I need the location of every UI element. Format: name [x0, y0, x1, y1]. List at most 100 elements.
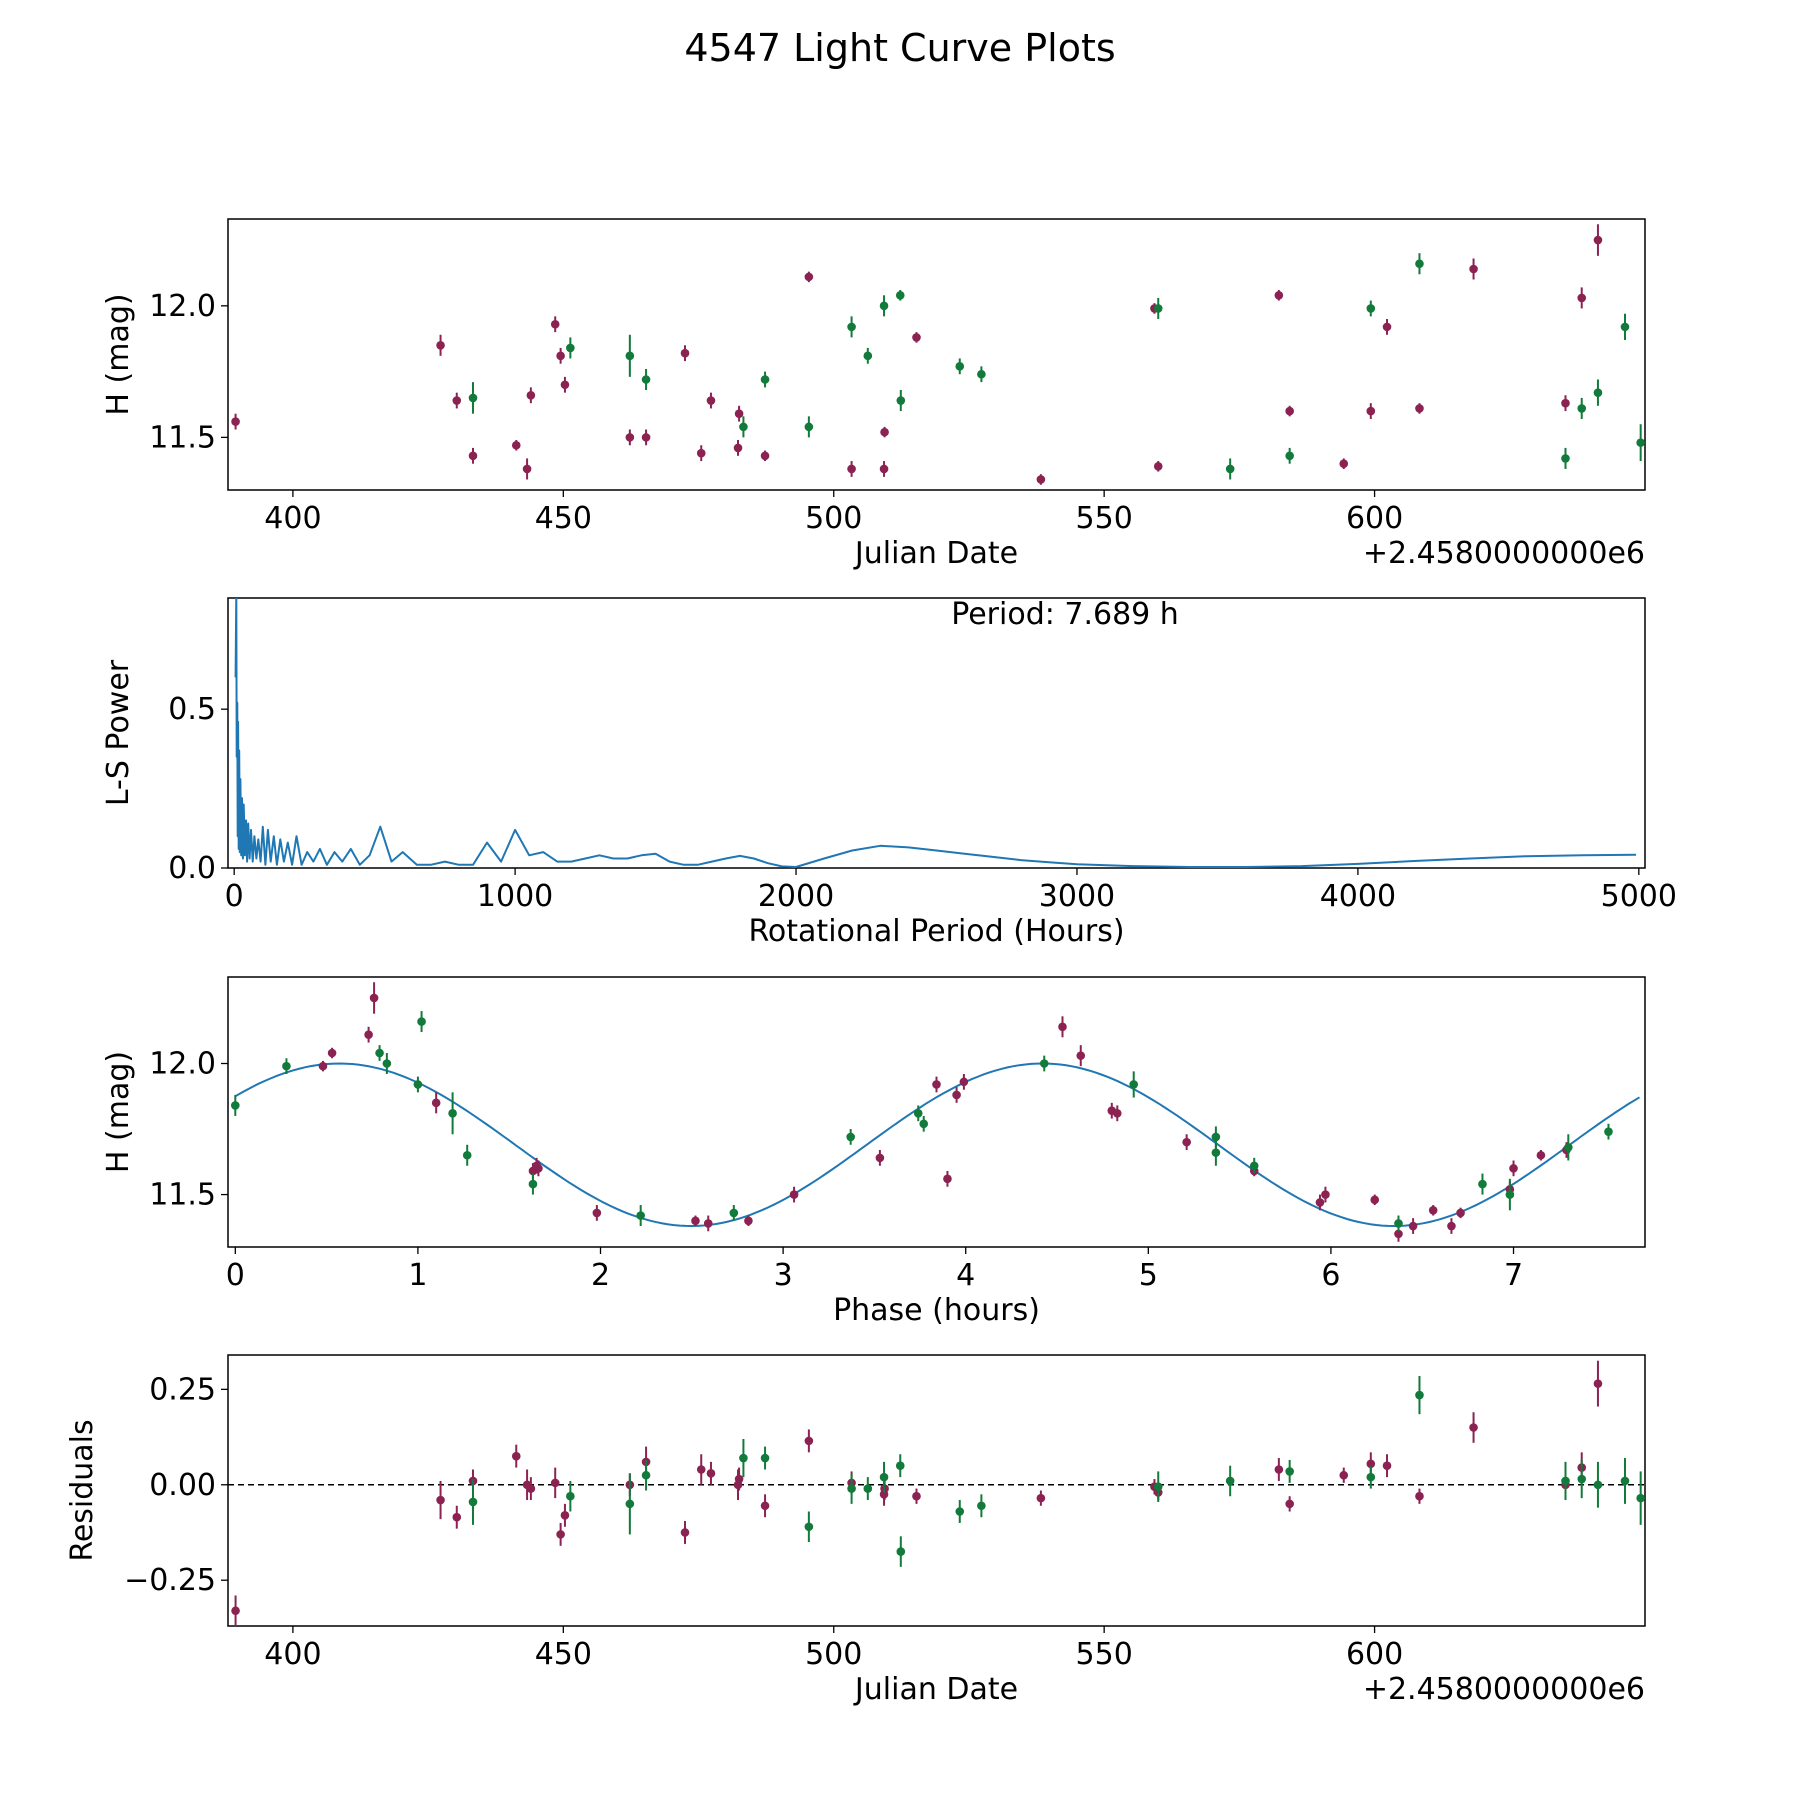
residuals-point-A	[1415, 1488, 1424, 1504]
phased-point-B	[913, 1105, 923, 1122]
phased-marker	[1315, 1198, 1325, 1207]
lightcurve-panel: 400 450 500 550 600 11.5 12.0 Julian Date H (mag…	[101, 218, 1646, 571]
phased-marker	[729, 1208, 739, 1218]
residuals-point-A	[706, 1461, 716, 1485]
phased-marker	[231, 1101, 240, 1110]
lightcurve-marker	[895, 291, 905, 300]
lightcurve-point-B	[955, 358, 965, 375]
lightcurve-point-A	[522, 458, 532, 480]
phased-point-A	[744, 1215, 753, 1227]
phased-marker	[375, 1048, 384, 1058]
lightcurve-marker	[863, 351, 873, 361]
residuals-marker	[1153, 1482, 1163, 1491]
phased-xtick-label: 1	[408, 1258, 427, 1293]
periodogram-ytick-label: 0.5	[168, 692, 216, 727]
residuals-plot-area	[228, 1360, 1645, 1626]
phased-point-B	[1211, 1139, 1221, 1166]
lightcurve-marker	[804, 272, 814, 282]
phased-xtick-label: 5	[1139, 1258, 1158, 1293]
lightcurve-marker	[696, 448, 706, 458]
phased-marker	[744, 1216, 753, 1226]
residuals-marker	[1636, 1493, 1645, 1503]
phased-point-A	[1536, 1150, 1546, 1161]
phased-point-B	[417, 1011, 426, 1033]
phased-point-A	[318, 1060, 328, 1072]
lightcurve-marker	[560, 380, 570, 390]
lightcurve-ytick-label: 12.0	[149, 289, 216, 324]
periodogram-xtick-label: 1000	[477, 879, 553, 914]
residuals-marker	[511, 1451, 521, 1461]
phased-marker	[943, 1174, 952, 1184]
phased-point-B	[1129, 1071, 1139, 1098]
residuals-marker	[1366, 1459, 1376, 1469]
phased-marker	[875, 1153, 885, 1163]
lightcurve-point-B	[879, 295, 889, 317]
lightcurve-point-A	[804, 271, 814, 283]
phased-ytick-label: 11.5	[149, 1178, 216, 1213]
residuals-point-B	[955, 1500, 965, 1523]
lightcurve-marker	[733, 443, 743, 453]
residuals-point-B	[804, 1511, 814, 1543]
residuals-point-A	[1285, 1496, 1294, 1512]
phased-point-A	[592, 1205, 602, 1221]
lightcurve-marker	[847, 322, 856, 332]
phased-point-A	[1456, 1207, 1465, 1219]
lightcurve-point-A	[1593, 224, 1603, 256]
residuals-marker	[1561, 1476, 1570, 1486]
phased-point-B	[231, 1094, 240, 1116]
periodogram-xtick-label: 4000	[1320, 879, 1396, 914]
phased-point-B	[636, 1205, 645, 1227]
phased-marker	[1505, 1190, 1515, 1199]
lightcurve-point-A	[1339, 458, 1349, 469]
residuals-marker	[912, 1491, 921, 1501]
residuals-point-A	[696, 1454, 706, 1485]
phased-point-A	[1370, 1194, 1380, 1206]
residuals-point-A	[436, 1480, 445, 1520]
phased-point-A	[1058, 1016, 1067, 1038]
residuals-point-B	[977, 1494, 986, 1518]
lightcurve-point-B	[1593, 379, 1603, 406]
residuals-ytick-label: 0.00	[149, 1468, 216, 1503]
phased-marker	[913, 1109, 923, 1118]
periodogram-frame	[227, 597, 1646, 869]
periodogram-xtick-label: 2000	[758, 879, 834, 914]
residuals-point-B	[1593, 1461, 1603, 1508]
lightcurve-marker	[1382, 322, 1392, 332]
residuals-xtick-label: 400	[264, 1637, 321, 1672]
figure-title: 4547 Light Curve Plots	[684, 26, 1116, 70]
residuals-ytick-label: −0.25	[124, 1563, 216, 1598]
residuals-point-A	[556, 1522, 565, 1546]
phased-point-B	[282, 1058, 291, 1074]
residuals-point-B	[468, 1479, 478, 1525]
lightcurve-marker	[1366, 406, 1376, 416]
lightcurve-point-B	[1620, 313, 1630, 341]
residuals-marker	[680, 1528, 690, 1537]
residuals-marker	[739, 1453, 748, 1463]
lightcurve-point-B	[625, 334, 635, 377]
lightcurve-marker	[1561, 454, 1570, 463]
residuals-point-B	[1225, 1465, 1235, 1497]
lightcurve-marker	[680, 348, 690, 358]
lightcurve-point-B	[1415, 253, 1424, 275]
lightcurve-marker	[1577, 293, 1587, 303]
lightcurve-point-A	[1366, 403, 1376, 419]
lightcurve-marker	[550, 319, 560, 329]
lightcurve-point-A	[734, 405, 744, 422]
residuals-marker	[760, 1453, 770, 1463]
phased-point-B	[729, 1205, 739, 1221]
phased-marker	[1509, 1164, 1518, 1173]
lightcurve-point-A	[880, 426, 889, 438]
residuals-frame	[227, 1354, 1646, 1627]
lightcurve-xtick-label: 500	[805, 501, 862, 536]
residuals-point-B	[1285, 1459, 1294, 1483]
residuals-xlabel: Julian Date	[853, 1672, 1018, 1707]
residuals-point-B	[625, 1473, 635, 1535]
lightcurve-point-B	[896, 390, 906, 412]
lightcurve-marker	[641, 433, 651, 442]
phased-marker	[1428, 1206, 1438, 1215]
residuals-panel: 400 450 500 550 600 −0.25 0.00 0.25 Julian Date R…	[65, 1354, 1646, 1707]
phased-marker	[1211, 1148, 1221, 1157]
lightcurve-point-A	[550, 316, 560, 333]
phased-marker	[1456, 1208, 1465, 1218]
residuals-marker	[1593, 1480, 1603, 1490]
